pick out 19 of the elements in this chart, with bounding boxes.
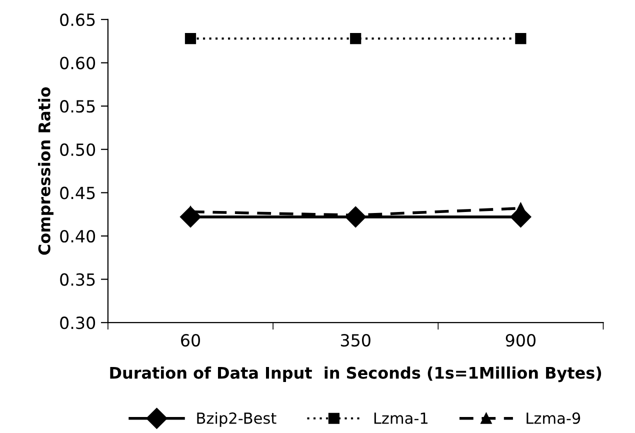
- y-tick-label: 0.65: [60, 13, 95, 26]
- y-tick-label: 0.50: [60, 143, 96, 156]
- y-tick-label: 0.35: [60, 273, 95, 286]
- legend-label: Bzip2-Best: [197, 412, 276, 427]
- y-tick-label: 0.45: [60, 186, 95, 200]
- x-tick-label: 350: [340, 334, 370, 347]
- legend-label: Lzma-1: [374, 412, 428, 424]
- x-axis-title: Duration of Data Input in Seconds (1s=1Million Bytes): [110, 366, 602, 382]
- x-tick-label: 900: [506, 334, 536, 347]
- y-tick-label: 0.40: [60, 230, 96, 243]
- y-tick-label: 0.55: [60, 100, 95, 113]
- y-tick-label: 0.30: [60, 316, 96, 330]
- legend-label: Lzma-9: [526, 412, 580, 424]
- point: [515, 32, 526, 44]
- y-axis-title: Compression Ratio: [38, 87, 54, 255]
- point: [184, 32, 196, 44]
- point: [350, 32, 362, 44]
- y-tick-label: 0.60: [60, 56, 96, 70]
- x-tick-label: 60: [181, 334, 200, 347]
